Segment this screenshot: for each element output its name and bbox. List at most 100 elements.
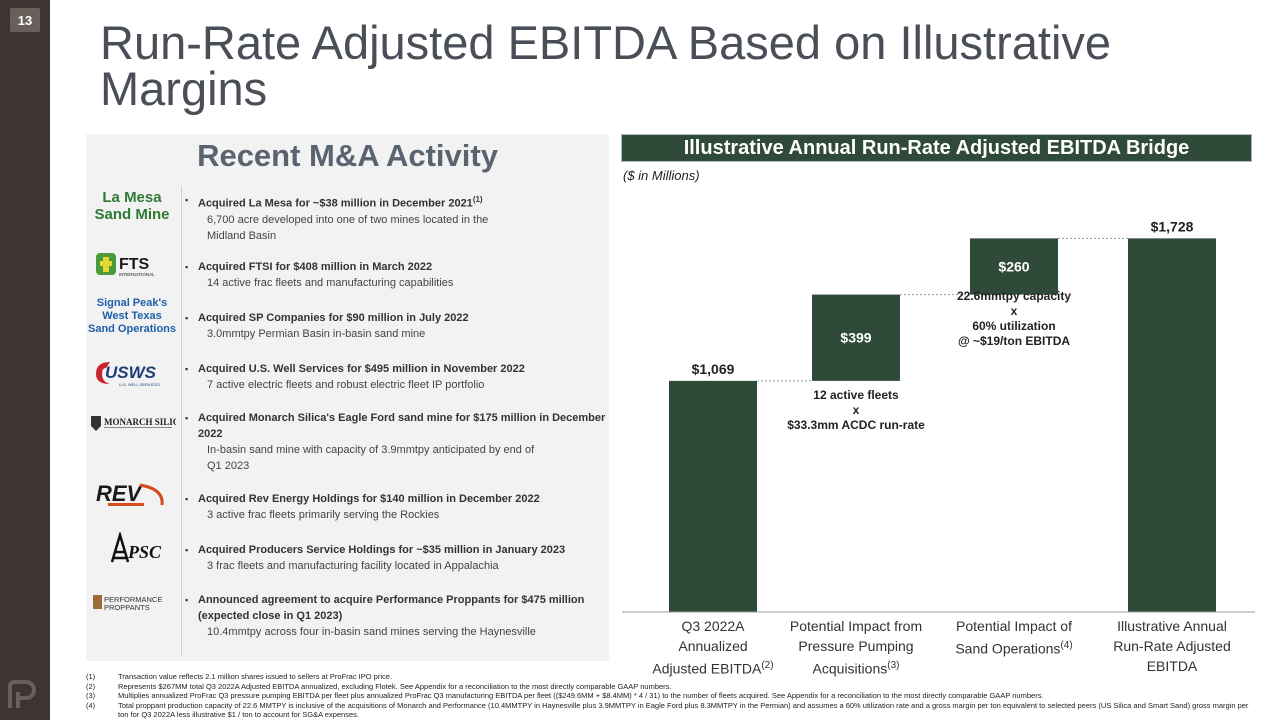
la-mesa-logo: La Mesa Sand Mine — [86, 186, 178, 226]
usws-logo-subtext: U.S. WELL SERVICES — [119, 382, 160, 387]
footnote-number: (1) — [86, 672, 96, 681]
acquisition-detail: 14 active frac fleets and manufacturing … — [207, 277, 454, 289]
bar — [812, 294, 900, 381]
la-mesa-logo-line1: La Mesa — [102, 189, 162, 206]
monarch-silica-logo: MONARCH SILICA — [86, 412, 178, 434]
fts-logo-text: FTS — [119, 256, 150, 273]
acquisition-item: Acquired La Mesa for ~$38 million in Dec… — [185, 192, 608, 244]
rev-energy-logo: REV — [86, 478, 178, 510]
rev-logo-icon: REV — [96, 481, 164, 506]
acquisition-item: Acquired FTSI for $408 million in March … — [185, 259, 608, 291]
acquisition-headline: Acquired Monarch Silica's Eagle Ford san… — [185, 410, 608, 442]
acquisition-headline: Acquired SP Companies for $90 million in… — [185, 310, 608, 326]
signal-peak-line1: Signal Peak's — [96, 296, 168, 309]
x-tick-label-line: Q3 2022A — [681, 618, 745, 634]
acquisition-item: Acquired Producers Service Holdings for … — [185, 542, 608, 574]
acquisition-item: Acquired Monarch Silica's Eagle Ford san… — [185, 410, 608, 474]
psc-logo-text: PSC — [127, 542, 162, 562]
footnotes: (1) Transaction value reflects 2.1 millio… — [86, 672, 1256, 720]
acquisition-headline: Announced agreement to acquire Performan… — [185, 592, 588, 624]
data-label: $1,728 — [1151, 218, 1194, 234]
footnote-text: Total proppant production capacity of 22… — [118, 700, 1249, 720]
x-tick-label: Potential Impact from Pressure Pumping Acq… — [781, 616, 931, 679]
annotation-line: $33.3mm ACDC run-rate — [787, 418, 925, 432]
annotation-line: 22.6mmtpy capacity — [956, 289, 1072, 303]
rev-logo-text: REV — [96, 481, 144, 506]
x-tick-label: Illustrative Annual Run-Rate Adjusted EBIT… — [1097, 616, 1247, 676]
page-number: 13 — [10, 8, 40, 32]
bar — [669, 380, 757, 612]
x-tick-label: Q3 2022A Annualized Adjusted EBITDA(2) — [638, 616, 788, 679]
acquisition-headline-text: Acquired La Mesa for ~$38 million in Dec… — [198, 197, 473, 210]
acquisition-headline: Acquired FTSI for $408 million in March … — [185, 259, 608, 275]
bridge-header: Illustrative Annual Run-Rate Adjusted EB… — [621, 134, 1252, 162]
profrac-logo-icon — [8, 680, 36, 708]
x-tick-label: Potential Impact of Sand Operations(4) — [939, 616, 1089, 659]
data-label: $1,069 — [692, 361, 735, 377]
footnote-text: Multiplies annualized ProFrac Q3 pressur… — [118, 691, 1044, 701]
sidebar: 13 — [0, 0, 50, 720]
footnote-ref: (2) — [761, 660, 774, 671]
footnote: (4) Total proppant production capacity of… — [86, 701, 1256, 720]
fts-logo-icon: FTS INTERNATIONAL — [96, 253, 155, 277]
x-tick-label-line: Adjusted EBITDA(2) — [652, 660, 774, 677]
acquisition-detail: 6,700 acre developed into one of two min… — [207, 213, 489, 242]
footnote-number: (4) — [86, 700, 96, 710]
bar — [1128, 238, 1216, 612]
data-label: $260 — [998, 258, 1029, 274]
acquisition-item: Announced agreement to acquire Performan… — [185, 592, 608, 640]
acquisition-detail: 10.4mmtpy across four in-basin sand mine… — [207, 626, 536, 638]
footnote-number: (2) — [86, 681, 96, 691]
bar — [970, 238, 1058, 295]
annotation-line: x — [1010, 304, 1018, 318]
x-tick-label-line: Sand Operations(4) — [955, 640, 1073, 657]
acquisition-detail: 3 active frac fleets primarily serving t… — [207, 509, 440, 521]
annotation-line: 60% utilization — [972, 319, 1056, 333]
ma-heading: Recent M&A Activity — [197, 138, 498, 173]
ebitda-bridge-chart: $1,069 $399 $260 $1,728 Q3 2022A Annualized A… — [610, 185, 1260, 677]
signal-peak-logo: Signal Peak's West Texas Sand Operations — [86, 296, 178, 336]
la-mesa-logo-line2: Sand Mine — [94, 206, 170, 223]
signal-peak-line3: Sand Operations — [87, 322, 177, 335]
x-tick-label-line: Potential Impact from — [789, 618, 923, 634]
x-tick-label-line: Acquisitions(3) — [812, 660, 900, 677]
acquisition-item: Acquired U.S. Well Services for $495 mil… — [185, 361, 608, 393]
footnote: (2) Represents $267MM total Q3 2022A Adju… — [86, 682, 1256, 692]
x-tick-label-line: Pressure Pumping — [798, 638, 914, 654]
annotation: 12 active fleets x $33.3mm ACDC run-rate — [766, 388, 946, 433]
performance-logo-icon: PERFORMANCE PROPPANTS — [93, 595, 162, 612]
footnote-ref: (1) — [472, 195, 483, 204]
acquisition-detail: In-basin sand mine with capacity of 3.9m… — [207, 444, 535, 472]
usws-logo-icon: USWS U.S. WELL SERVICES — [96, 362, 160, 387]
acquisition-detail: 3.0mmtpy Permian Basin in-basin sand min… — [207, 328, 426, 340]
x-tick-label-line: EBITDA — [1146, 658, 1198, 674]
footnote-ref: (4) — [1060, 640, 1073, 651]
x-tick-label-line: Annualized — [678, 638, 748, 654]
footnote: (1) Transaction value reflects 2.1 millio… — [86, 672, 1256, 682]
acquisition-item: Acquired Rev Energy Holdings for $140 mi… — [185, 491, 608, 523]
footnote-ref: (3) — [887, 660, 900, 671]
signal-peak-line2: West Texas — [102, 309, 162, 322]
performance-logo-line1: PERFORMANCE — [104, 595, 162, 604]
acquisition-headline: Acquired Producers Service Holdings for … — [185, 542, 608, 558]
fts-logo-subtext: INTERNATIONAL — [119, 272, 155, 277]
ma-activity-panel: Recent M&A Activity La Mesa Sand Mine FT… — [86, 134, 609, 661]
footnote-text: Transaction value reflects 2.1 million s… — [118, 672, 392, 681]
slide-title: Run-Rate Adjusted EBITDA Based on Illust… — [100, 16, 1112, 115]
panel-divider — [181, 186, 182, 656]
monarch-logo-text: MONARCH SILICA — [104, 417, 176, 427]
acquisition-headline: Acquired Rev Energy Holdings for $140 mi… — [185, 491, 608, 507]
monarch-silica-logo-icon: MONARCH SILICA — [91, 416, 176, 431]
chart-svg: $1,069 $399 $260 $1,728 — [622, 218, 1255, 613]
fts-logo: FTS INTERNATIONAL — [86, 250, 178, 280]
producers-service-logo: PSC — [86, 532, 178, 566]
data-label: $399 — [840, 330, 871, 346]
footnote-number: (3) — [86, 691, 96, 701]
annotation-line: 12 active fleets — [813, 388, 899, 402]
annotation-line: @ ~$19/ton EBITDA — [957, 334, 1071, 348]
annotation-line: x — [852, 403, 860, 417]
footnote: (3) Multiplies annualized ProFrac Q3 pres… — [86, 691, 1256, 701]
performance-proppants-logo: PERFORMANCE PROPPANTS — [86, 590, 178, 616]
annotation: 22.6mmtpy capacity x 60% utilization @ ~$19… — [924, 289, 1104, 349]
usws-logo: USWS U.S. WELL SERVICES — [86, 356, 178, 390]
